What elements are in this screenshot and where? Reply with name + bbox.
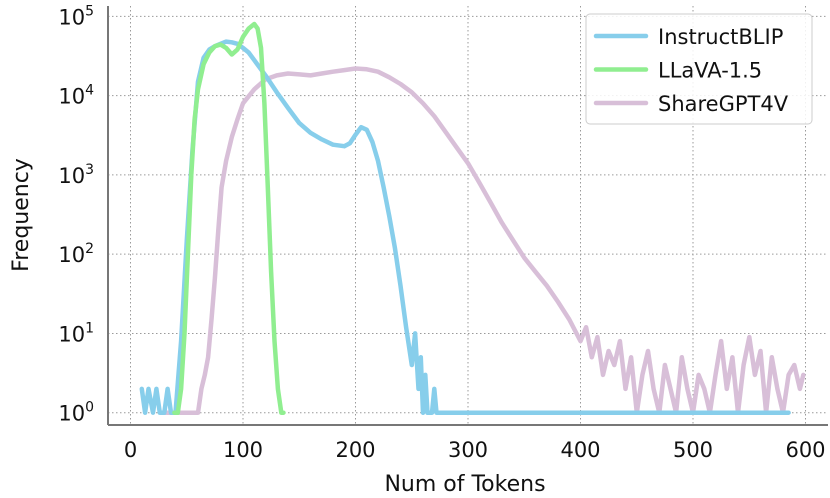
x-tick-label: 500	[673, 438, 713, 462]
tick-labels: 0 100 200 300 400 500 600 100 101 102 103 104 105	[58, 3, 825, 462]
series-line-llava-1-5	[172, 21, 286, 415]
x-tick-label: 400	[560, 438, 600, 462]
x-tick-label: 300	[448, 438, 488, 462]
y-tick-label: 101	[58, 320, 94, 346]
x-axis-title: Num of Tokens	[384, 472, 545, 497]
series-line-instructblip	[139, 39, 791, 415]
x-tick-label: 0	[124, 438, 137, 462]
legend-label: ShareGPT4V	[658, 92, 789, 116]
series-lines	[139, 21, 806, 415]
legend-label: LLaVA-1.5	[658, 59, 762, 83]
x-tick-label: 200	[335, 438, 375, 462]
y-tick-label: 105	[58, 3, 94, 29]
x-tick-label: 600	[785, 438, 825, 462]
y-axis-title: Frequency	[9, 158, 34, 272]
legend-box	[585, 13, 813, 125]
legend: InstructBLIP LLaVA-1.5 ShareGPT4V	[585, 13, 813, 125]
y-tick-label: 100	[58, 400, 94, 426]
y-tick-label: 104	[58, 83, 94, 109]
x-tick-label: 100	[223, 438, 263, 462]
axes	[107, 6, 828, 426]
y-tick-label: 103	[58, 162, 94, 188]
series-line-sharegpt4v	[162, 66, 806, 415]
y-tick-label: 102	[58, 241, 94, 267]
legend-label: InstructBLIP	[658, 25, 783, 49]
